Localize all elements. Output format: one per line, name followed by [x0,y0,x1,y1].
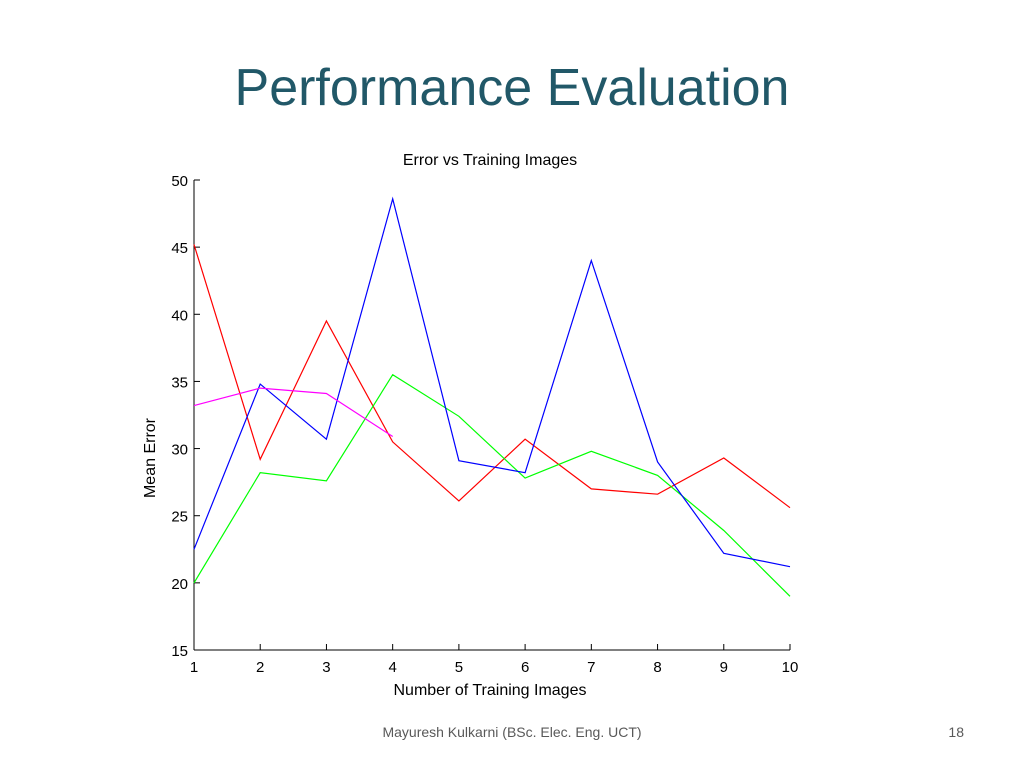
y-tick-label: 30 [171,442,188,459]
y-tick-label: 40 [171,307,188,324]
y-tick-label: 20 [171,576,188,593]
y-tick-label: 35 [171,374,188,391]
x-tick-label: 6 [521,659,529,676]
y-tick-label: 25 [171,509,188,526]
x-tick-label: 3 [322,659,330,676]
footer-text: Mayuresh Kulkarni (BSc. Elec. Eng. UCT) [382,724,642,740]
y-axis-label: Mean Error [142,417,159,498]
x-tick-label: 4 [388,659,396,676]
x-axis-label: Number of Training Images [394,682,587,699]
slide-title: Performance Evaluation [234,59,790,117]
line-chart: Error vs Training Images Number of Train… [142,152,798,699]
x-tick-label: 5 [455,659,463,676]
x-tick-label: 10 [782,659,799,676]
y-tick-label: 45 [171,240,188,257]
series-line-1 [193,244,791,509]
x-tick-label: 7 [587,659,595,676]
slide-number: 18 [948,724,964,740]
y-tick-label: 15 [171,643,188,660]
x-tick-label: 9 [720,659,728,676]
x-tick-label: 2 [256,659,264,676]
series-line-3 [193,196,791,568]
chart-title: Error vs Training Images [403,152,577,169]
series-line-4 [193,387,394,438]
series-line-2 [193,373,791,597]
x-tick-label: 8 [653,659,661,676]
x-tick-label: 1 [190,659,198,676]
y-tick-label: 50 [171,173,188,190]
